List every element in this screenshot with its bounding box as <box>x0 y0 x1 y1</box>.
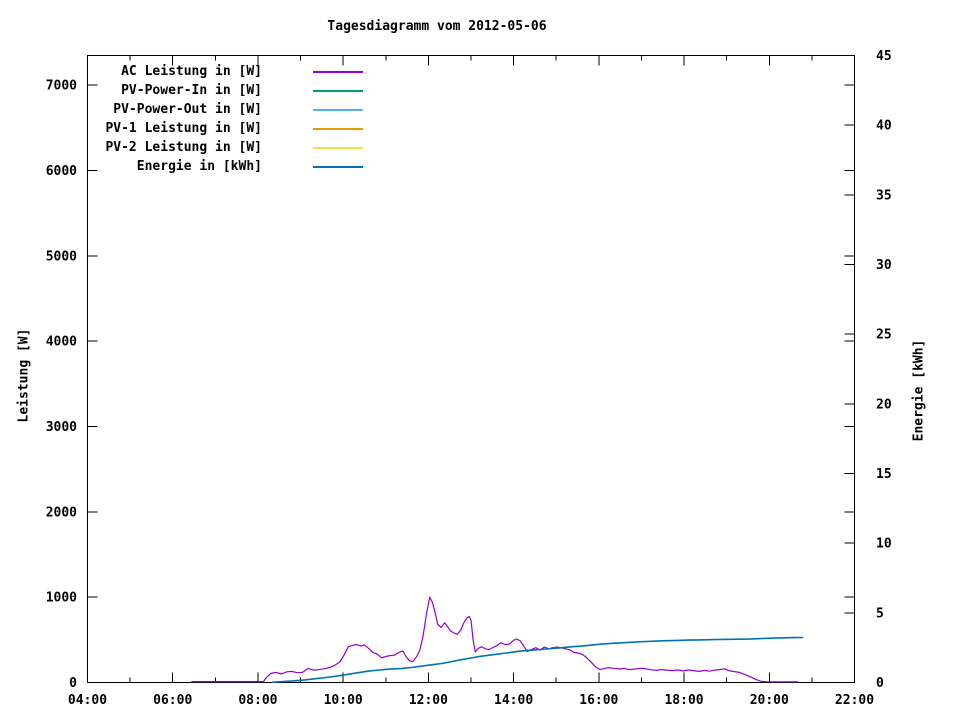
y-left-tick-label: 7000 <box>46 79 77 94</box>
x-axis-ticks <box>87 55 855 683</box>
legend-item: PV-1 Leistung in [W] <box>0 119 363 138</box>
y-right-tick-label: 15 <box>876 467 892 482</box>
y-right-tick-labels: 0 5 10 15 20 25 30 35 40 45 <box>876 49 892 691</box>
y-left-tick-label: 1000 <box>46 591 77 606</box>
series-lines <box>191 596 804 684</box>
y-left-tick-label: 2000 <box>46 505 77 520</box>
y-right-tick-label: 10 <box>876 537 892 552</box>
legend-item-label: AC Leistung in [W] <box>121 64 262 79</box>
x-tick-label: 22:00 <box>835 693 874 708</box>
legend-line-sample <box>313 108 363 111</box>
x-tick-label: 04:00 <box>68 693 107 708</box>
x-axis-tick-labels: 04:00 06:00 08:00 10:00 12:00 14:00 16:00 18:00… <box>68 693 874 708</box>
legend-item: PV-Power-Out in [W] <box>0 100 363 119</box>
y-right-ticks <box>844 55 855 683</box>
legend-line-sample <box>313 70 363 73</box>
y-axis-title-left: Leistung [W] <box>16 328 32 423</box>
y-left-tick-label: 4000 <box>46 335 77 350</box>
y-left-tick-label: 3000 <box>46 420 77 435</box>
legend-item-label: PV-1 Leistung in [W] <box>105 121 262 136</box>
y-right-tick-label: 30 <box>876 258 892 273</box>
y-right-tick-label: 40 <box>876 119 892 134</box>
y-left-tick-label: 5000 <box>46 249 77 264</box>
y-right-tick-label: 20 <box>876 397 892 412</box>
x-tick-label: 10:00 <box>324 693 363 708</box>
x-tick-label: 18:00 <box>664 693 703 708</box>
legend-item-label: PV-2 Leistung in [W] <box>105 140 262 155</box>
x-tick-label: 06:00 <box>153 693 192 708</box>
series-line-ac-leistung-in-w <box>191 596 799 683</box>
y-right-tick-label: 45 <box>876 49 892 64</box>
legend-line-sample <box>313 127 363 130</box>
legend-line-sample <box>313 165 363 168</box>
x-tick-label: 14:00 <box>494 693 533 708</box>
x-tick-label: 08:00 <box>238 693 277 708</box>
y-right-tick-label: 0 <box>876 676 884 691</box>
legend-line-sample <box>313 146 363 149</box>
legend-item: PV-2 Leistung in [W] <box>0 138 363 157</box>
y-left-tick-labels: 0 1000 2000 3000 4000 5000 6000 7000 <box>46 79 77 691</box>
y-left-ticks <box>87 84 855 683</box>
legend-item-label: PV-Power-Out in [W] <box>113 102 262 117</box>
y-right-tick-label: 25 <box>876 328 892 343</box>
y-left-tick-label: 0 <box>69 676 77 691</box>
legend-item: PV-Power-In in [W] <box>0 81 363 100</box>
legend: AC Leistung in [W] PV-Power-In in [W] PV… <box>0 62 363 176</box>
y-right-tick-label: 5 <box>876 606 884 621</box>
x-tick-label: 16:00 <box>579 693 618 708</box>
x-tick-label: 20:00 <box>750 693 789 708</box>
y-right-tick-label: 35 <box>876 188 892 203</box>
legend-item: Energie in [kWh] <box>0 157 363 176</box>
series-line-energie-in-kwh <box>272 636 804 684</box>
y-axis-title-right: Energie [kWh] <box>911 339 927 442</box>
chart-title: Tagesdiagramm vom 2012-05-06 <box>327 19 547 34</box>
y-left-tick-label: 6000 <box>46 164 77 179</box>
legend-item-label: PV-Power-In in [W] <box>121 83 262 98</box>
legend-line-sample <box>313 89 363 92</box>
legend-item-label: Energie in [kWh] <box>136 159 262 174</box>
legend-item: AC Leistung in [W] <box>0 62 363 81</box>
x-tick-label: 12:00 <box>409 693 448 708</box>
